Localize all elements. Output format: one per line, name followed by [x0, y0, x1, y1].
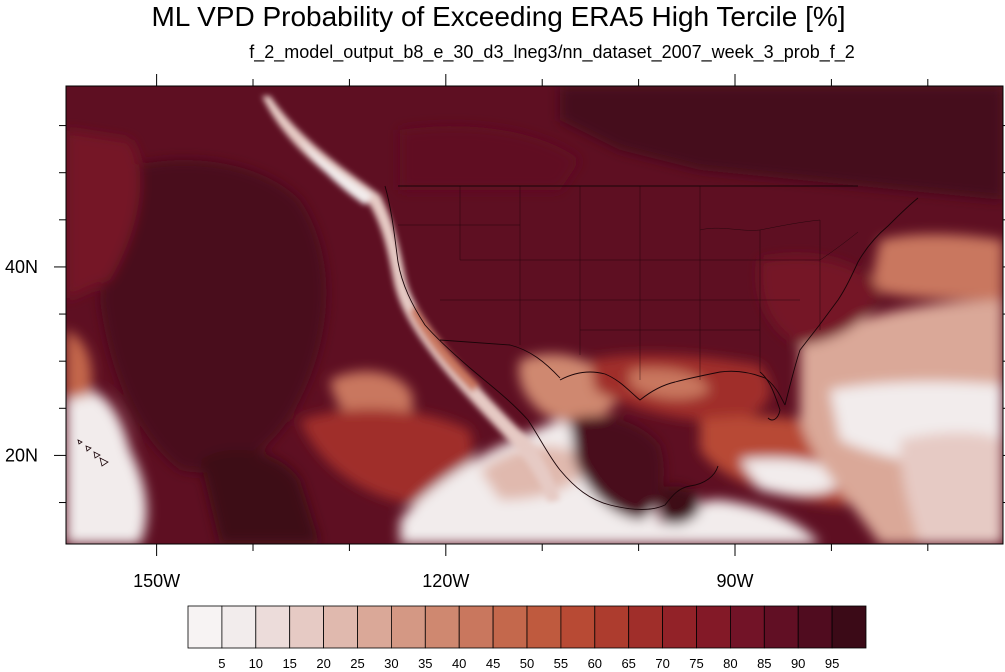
gulf-coastline	[559, 370, 786, 406]
colorbar-swatch	[357, 605, 392, 649]
colorbar-label: 10	[249, 656, 263, 671]
atlantic-coastline	[784, 197, 919, 406]
colorbar-label: 15	[282, 656, 296, 671]
lon-tick-label: 120W	[422, 571, 469, 591]
axis-ticks	[54, 74, 1005, 556]
colorbar-label: 70	[655, 656, 669, 671]
colorbar-label: 35	[418, 656, 432, 671]
colorbar-label: 30	[384, 656, 398, 671]
colorbar-label: 90	[791, 656, 805, 671]
pacific-coastline	[384, 185, 719, 510]
colorbar-swatch	[492, 605, 528, 649]
colorbar-swatch	[289, 605, 325, 649]
colorbar-swatch	[831, 605, 867, 649]
colorbar-swatch	[187, 605, 223, 649]
lat-tick-label: 40N	[5, 257, 38, 277]
colorbar-swatch	[763, 605, 799, 649]
colorbar-label: 65	[621, 656, 635, 671]
colorbar-swatch	[526, 605, 562, 649]
smooth-field	[66, 86, 1003, 544]
colorbar-swatch	[628, 605, 664, 649]
hawaii-islands	[77, 439, 109, 467]
florida-peninsula	[759, 371, 781, 421]
lon-tick-label: 150W	[133, 571, 180, 591]
colorbar-label: 75	[689, 656, 703, 671]
colorbar-swatch	[730, 605, 765, 649]
us-mexico-border	[439, 339, 561, 379]
coastal-strip	[262, 96, 560, 502]
probability-field	[66, 86, 1003, 544]
map-title: ML VPD Probability of Exceeding ERA5 Hig…	[151, 1, 846, 32]
colorbar-swatch	[221, 605, 257, 649]
axis-tick-labels: 150W 120W 90W 40N 20N	[5, 257, 754, 591]
colorbar-swatch	[390, 605, 426, 649]
colorbar-label: 50	[520, 656, 534, 671]
lon-tick-label: 90W	[717, 571, 754, 591]
colorbar-label: 45	[486, 656, 500, 671]
lat-tick-label: 20N	[5, 445, 38, 465]
colorbar-label: 95	[825, 656, 839, 671]
state-borders	[398, 186, 859, 380]
coastlines	[384, 185, 919, 510]
colorbar-swatch	[323, 605, 358, 649]
colorbar-swatch	[458, 605, 494, 649]
colorbar-swatch	[696, 605, 731, 649]
colorbar-label: 5	[218, 656, 225, 671]
colorbar-label: 25	[350, 656, 364, 671]
colorbar-swatch	[560, 605, 596, 649]
colorbar-swatch	[255, 605, 291, 649]
colorbar: 5 10 15 20 25 30 35 40 45 50 55 60 65 70 75 80 85 90 95	[187, 605, 867, 671]
colorbar-label: 55	[554, 656, 568, 671]
colorbar-label: 85	[757, 656, 771, 671]
colorbar-swatch	[424, 605, 460, 649]
colorbar-label: 60	[588, 656, 602, 671]
colorbar-swatch	[594, 605, 630, 649]
colorbar-label: 80	[723, 656, 737, 671]
colorbar-swatch	[797, 605, 833, 649]
map-subtitle: f_2_model_output_b8_e_30_d3_lneg3/nn_dat…	[249, 42, 855, 62]
colorbar-label: 20	[316, 656, 330, 671]
colorbar-label: 40	[452, 656, 466, 671]
colorbar-swatch	[662, 605, 697, 649]
plot-frame	[65, 85, 1004, 545]
